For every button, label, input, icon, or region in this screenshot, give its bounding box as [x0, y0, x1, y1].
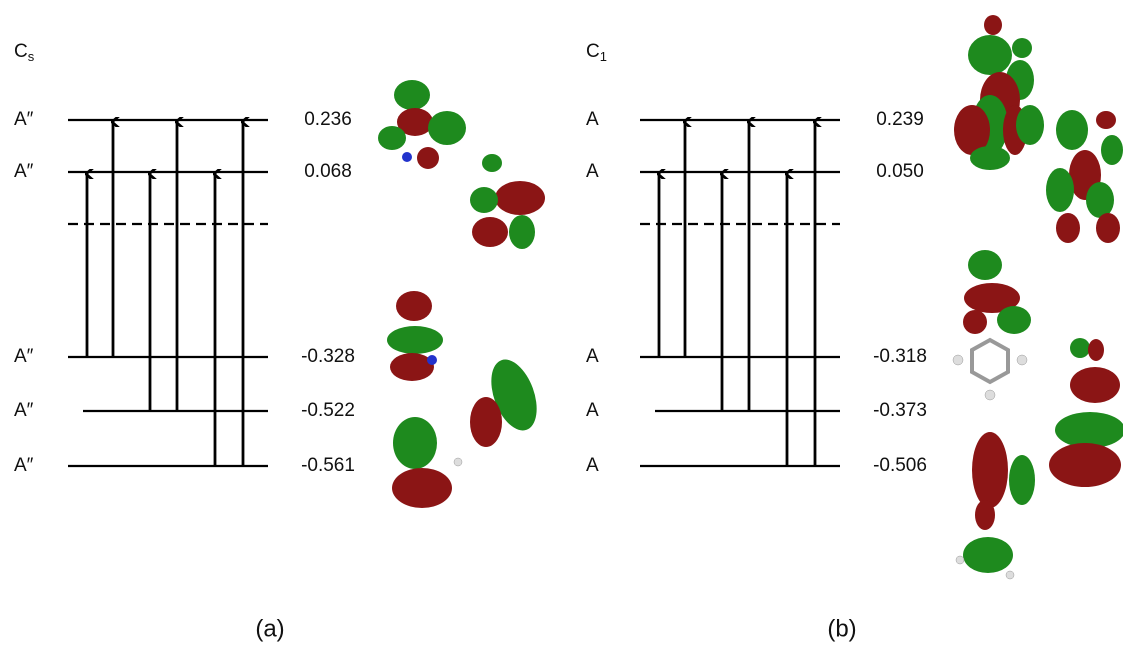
panel-caption: (b)	[827, 615, 856, 642]
point-group: C1	[586, 41, 607, 64]
level-label: A	[586, 400, 599, 421]
point-group: Cs	[14, 41, 35, 64]
level-label: A	[586, 455, 599, 476]
panel: C1 A 0.239 A 0.050 A -0.318 A -0.373 A -0.506 (b)	[586, 41, 927, 642]
level-label: A″	[14, 400, 34, 421]
energy-diagram: Cs A″ 0.236 A″ 0.068 A″ -0.328 A″ -0.522 A″ -0.561…	[0, 0, 1123, 659]
point-group-subscript: s	[28, 49, 35, 64]
orbital-images-a	[378, 80, 545, 508]
level-energy: -0.318	[873, 346, 927, 367]
level-energy: -0.506	[873, 455, 927, 476]
level-energy: -0.522	[301, 400, 355, 421]
level-energy: 0.239	[876, 109, 924, 130]
level-label: A	[586, 161, 599, 182]
level-energy: -0.328	[301, 346, 355, 367]
level-energy: 0.068	[304, 161, 352, 182]
level-label: A	[586, 346, 599, 367]
panel: Cs A″ 0.236 A″ 0.068 A″ -0.328 A″ -0.522 A″ -0.561…	[14, 41, 355, 642]
level-energy: -0.373	[873, 400, 927, 421]
level-label: A″	[14, 109, 34, 130]
level-label: A	[586, 109, 599, 130]
panel-caption: (a)	[255, 615, 284, 642]
point-group-symbol: C	[586, 41, 600, 62]
level-label: A″	[14, 161, 34, 182]
level-energy: 0.236	[304, 109, 352, 130]
level-label: A″	[14, 455, 34, 476]
point-group-symbol: C	[14, 41, 28, 62]
level-energy: 0.050	[876, 161, 924, 182]
point-group-subscript: 1	[600, 49, 607, 64]
orbital-images-b	[953, 15, 1123, 579]
level-label: A″	[14, 346, 34, 367]
level-energy: -0.561	[301, 455, 355, 476]
